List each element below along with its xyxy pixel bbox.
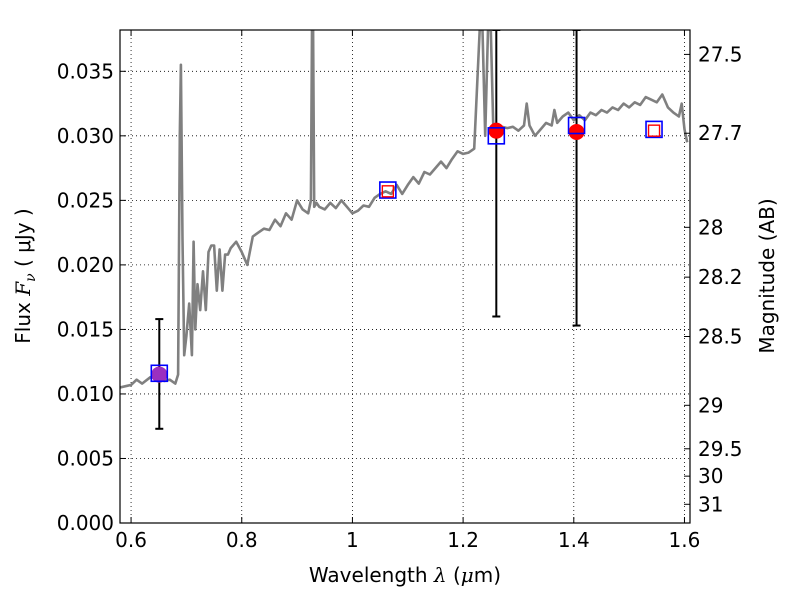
x-tick-label: 1.4 xyxy=(558,528,590,552)
magnitude-tick-label: 30 xyxy=(698,464,723,488)
y-tick-label: 0.010 xyxy=(57,382,114,406)
magnitude-tick-label: 27.5 xyxy=(698,42,743,66)
model-photometry-square xyxy=(487,127,506,145)
magnitude-tick-label: 31 xyxy=(698,492,723,516)
model-photometry-square xyxy=(379,181,397,199)
plot-frame xyxy=(119,29,691,524)
model-photometry-square xyxy=(645,120,663,139)
model-photometry-inner-square xyxy=(381,185,395,198)
y-axis-title-symbol: F xyxy=(11,281,35,297)
model-photometry-square xyxy=(567,116,586,135)
observed-point xyxy=(568,123,585,140)
y-tick-label: 0.000 xyxy=(57,511,114,535)
y-axis-title-prefix: Flux xyxy=(11,296,35,344)
x-tick-label: 1.6 xyxy=(669,528,701,552)
y-tick-label: 0.015 xyxy=(57,317,114,341)
y-axis-title-unit: ( μJy ) xyxy=(11,208,35,273)
x-tick-label: 0.8 xyxy=(226,528,258,552)
magnitude-tick-label: 29.5 xyxy=(698,437,743,461)
x-axis-title-prefix: Wavelength xyxy=(309,563,434,587)
magnitude-tick-label: 27.7 xyxy=(698,121,743,145)
y-axis-title: Flux Fν ( μJy ) xyxy=(11,208,39,343)
y-tick-label: 0.020 xyxy=(57,253,114,277)
model-photometry-inner-square xyxy=(647,124,661,137)
magnitude-tick-label: 29 xyxy=(698,393,723,417)
magnitude-tick-label: 28.2 xyxy=(698,265,743,289)
right-axis-title: Magnitude (AB) xyxy=(755,198,779,353)
x-tick-label: 0.6 xyxy=(115,528,147,552)
y-tick-label: 0.035 xyxy=(57,59,114,83)
y-axis-title-subscript: ν xyxy=(23,273,39,282)
y-tick-label: 0.025 xyxy=(57,188,114,212)
x-axis-title-symbol: λ xyxy=(433,563,447,587)
observed-point-highlight xyxy=(151,366,168,383)
x-tick-label: 1 xyxy=(346,528,359,552)
plot-background xyxy=(120,30,690,523)
x-axis-title-unit-mu: μ xyxy=(461,563,474,587)
x-axis-title-unit-open: ( xyxy=(447,563,461,587)
magnitude-tick-label: 28.5 xyxy=(698,325,743,349)
x-axis-title-unit-close: m) xyxy=(474,563,501,587)
y-tick-label: 0.030 xyxy=(57,124,114,148)
x-tick-label: 1.2 xyxy=(447,528,479,552)
y-tick-label: 0.005 xyxy=(57,446,114,470)
observed-point xyxy=(488,122,505,139)
magnitude-tick-label: 28 xyxy=(698,215,723,239)
ticks: 0.6 0.8 1 1.2 1.4 1.6 0.000 0.005 0.010 0.015 0.02… xyxy=(57,30,743,552)
data-layer xyxy=(120,30,689,430)
x-axis-title: Wavelength λ (μm) xyxy=(309,563,501,587)
model-photometry-square xyxy=(150,364,169,383)
